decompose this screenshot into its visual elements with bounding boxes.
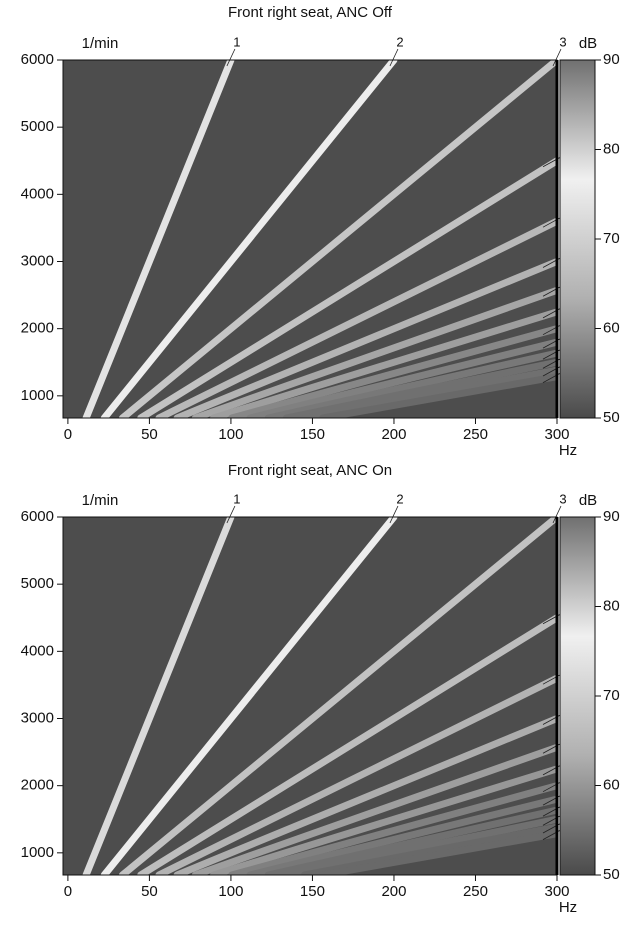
x-tick-label: 50 (141, 426, 158, 443)
x-axis-label: Hz (559, 899, 577, 916)
order-leader (389, 505, 399, 524)
colorbar-tick-label: 70 (603, 687, 620, 704)
y-tick-label: 4000 (21, 642, 54, 659)
order-line (264, 806, 557, 875)
chart-title: Front right seat, ANC On (228, 462, 392, 479)
order-leader (226, 48, 236, 67)
colorbar-tick-label: 60 (603, 776, 620, 793)
x-tick-label: 250 (463, 883, 488, 900)
order-leader (552, 505, 562, 524)
order-leader (552, 48, 562, 67)
x-tick-label: 0 (64, 426, 72, 443)
colorbar-tick-label: 60 (603, 319, 620, 336)
colorbar-tick-label: 50 (603, 409, 620, 426)
order-line (137, 156, 557, 418)
order-label: 2 (396, 34, 403, 49)
order-line (100, 517, 398, 875)
order-line (155, 217, 557, 418)
order-leader (226, 505, 236, 524)
order-line (210, 765, 557, 875)
x-axis-label: Hz (559, 442, 577, 459)
colorbar-tick-label: 80 (603, 140, 620, 157)
x-tick-label: 200 (381, 883, 406, 900)
y-tick-label: 1000 (21, 844, 54, 861)
y-tick-label: 2000 (21, 320, 54, 337)
colorbar (559, 516, 596, 876)
y-tick-label: 3000 (21, 252, 54, 269)
colorbar-tick-label: 50 (603, 866, 620, 883)
order-lines (82, 517, 557, 875)
order-label: 3 (559, 491, 566, 506)
order-line (246, 338, 557, 418)
order-label: 1 (233, 34, 240, 49)
order-line (100, 60, 398, 418)
colorbar-tick-label: 90 (603, 508, 620, 525)
x-tick-label: 100 (218, 883, 243, 900)
order-label: 1 (233, 491, 240, 506)
x-tick-label: 0 (64, 883, 72, 900)
order-line (82, 517, 235, 875)
chart-title: Front right seat, ANC Off (228, 4, 393, 21)
x-tick-label: 300 (544, 883, 569, 900)
order-line (119, 517, 557, 875)
colorbar (559, 59, 596, 419)
order-line (173, 257, 557, 418)
order-line (228, 325, 557, 418)
x-tick-label: 150 (300, 883, 325, 900)
order-label: 3 (559, 34, 566, 49)
y-tick-label: 5000 (21, 575, 54, 592)
plot-area (63, 60, 557, 418)
order-line (137, 613, 557, 875)
order-line (82, 60, 235, 418)
x-tick-label: 200 (381, 426, 406, 443)
x-tick-label: 300 (544, 426, 569, 443)
order-line (246, 795, 557, 875)
x-tick-label: 100 (218, 426, 243, 443)
x-tick-label: 150 (300, 426, 325, 443)
order-line (191, 286, 557, 418)
order-line (191, 743, 557, 875)
order-line (228, 782, 557, 875)
y-tick-label: 1000 (21, 387, 54, 404)
order-lines (82, 60, 557, 418)
order-line (210, 308, 557, 418)
order-line (155, 674, 557, 875)
order-line (119, 60, 557, 418)
y-tick-label: 3000 (21, 709, 54, 726)
y-tick-label: 6000 (21, 508, 54, 525)
colorbar-label: dB (579, 492, 597, 509)
x-tick-label: 250 (463, 426, 488, 443)
y-tick-label: 5000 (21, 118, 54, 135)
order-label: 2 (396, 491, 403, 506)
y-tick-label: 6000 (21, 51, 54, 68)
order-line (173, 714, 557, 875)
colorbar-tick-label: 90 (603, 51, 620, 68)
order-leader (389, 48, 399, 67)
plot-area (63, 517, 557, 875)
y-axis-label: 1/min (82, 35, 119, 52)
x-tick-label: 50 (141, 883, 158, 900)
y-axis-label: 1/min (82, 492, 119, 509)
colorbar-tick-label: 70 (603, 230, 620, 247)
colorbar-label: dB (579, 35, 597, 52)
y-tick-label: 2000 (21, 777, 54, 794)
order-line (264, 349, 557, 418)
y-tick-label: 4000 (21, 185, 54, 202)
colorbar-tick-label: 80 (603, 597, 620, 614)
